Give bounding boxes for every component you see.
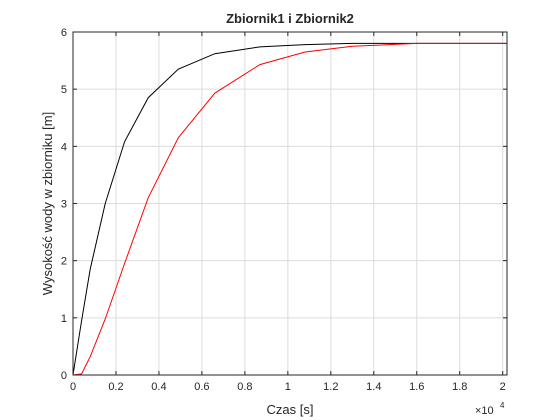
y-tick-label: 1 xyxy=(61,313,67,325)
grid xyxy=(72,31,507,376)
y-tick-label: 0 xyxy=(61,370,67,382)
x-tick-label: 1.8 xyxy=(452,381,467,393)
y-tick-label: 2 xyxy=(61,256,67,268)
x-tick-label: 0.4 xyxy=(151,381,166,393)
x-tick-label: 2 xyxy=(500,381,506,393)
x-tick-label: 1.2 xyxy=(323,381,338,393)
chart-title: Zbiornik1 i Zbiornik2 xyxy=(226,11,354,26)
y-axis-title: Wysokość wody w zbiorniku [m] xyxy=(40,112,55,295)
x-axis-title: Czas [s] xyxy=(267,402,314,417)
y-tick-label: 3 xyxy=(61,199,67,211)
x-tick-labels: 0 0.2 0.4 0.6 0.8 1 1.2 1.4 1.6 1.8 2 xyxy=(70,381,506,393)
x-exponent-power: 4 xyxy=(500,401,505,410)
y-tick-label: 6 xyxy=(61,27,67,39)
x-tick-label: 0.6 xyxy=(194,381,209,393)
y-tick-labels: 0 1 2 3 4 5 6 xyxy=(61,27,67,382)
series-line-2 xyxy=(72,42,507,376)
x-tick-label: 1.6 xyxy=(409,381,424,393)
x-tick-label: 0.8 xyxy=(237,381,252,393)
x-tick-label: 1.4 xyxy=(366,381,381,393)
x-exponent-label: ×10 xyxy=(475,405,494,417)
x-tick-label: 0 xyxy=(70,381,76,393)
x-tick-label: 1 xyxy=(285,381,291,393)
y-tick-label: 4 xyxy=(61,141,67,153)
series-line-1 xyxy=(72,42,507,376)
x-tick-label: 0.2 xyxy=(108,381,123,393)
series-layer xyxy=(72,42,507,376)
y-tick-label: 5 xyxy=(61,84,67,96)
ticks xyxy=(72,31,507,376)
